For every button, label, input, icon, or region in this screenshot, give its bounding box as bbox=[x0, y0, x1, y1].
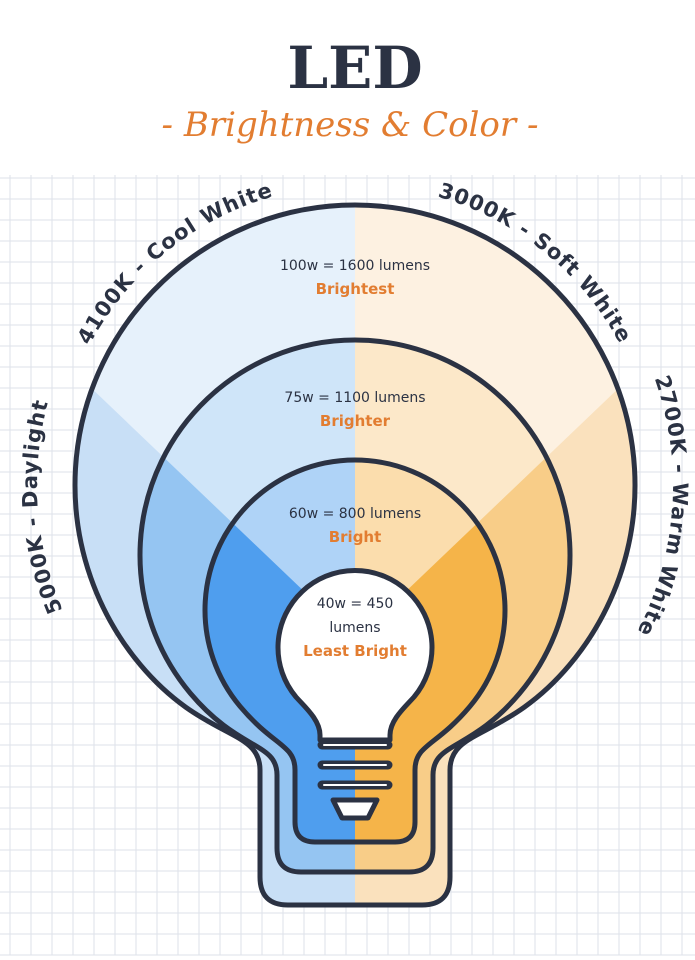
wattage-label: 40w = 450 bbox=[317, 596, 394, 612]
title: LED bbox=[287, 34, 422, 102]
bulb-layers bbox=[72, 202, 638, 908]
brightness-label: Bright bbox=[329, 528, 382, 546]
color-temperature-label: 2700K - Warm White bbox=[632, 372, 692, 641]
bulb-outline bbox=[72, 202, 638, 908]
bulb-outline bbox=[137, 337, 573, 875]
light-wedge bbox=[74, 205, 635, 640]
wattage-label: lumens bbox=[329, 620, 380, 636]
wattage-label: 60w = 800 lumens bbox=[289, 506, 421, 522]
brightness-label: Least Bright bbox=[303, 642, 407, 660]
brightness-label: Brighter bbox=[320, 412, 391, 430]
color-temperature-text: 2700K - Warm White bbox=[632, 372, 691, 641]
wattage-label: 75w = 1100 lumens bbox=[284, 390, 425, 406]
subtitle: - Brightness & Color - bbox=[162, 105, 539, 145]
wattage-label: 100w = 1600 lumens bbox=[280, 258, 430, 274]
screw-tip bbox=[330, 797, 380, 821]
bulb-outline bbox=[202, 457, 508, 845]
brightness-label: Brightest bbox=[316, 280, 395, 298]
inner-bulb bbox=[275, 568, 435, 743]
